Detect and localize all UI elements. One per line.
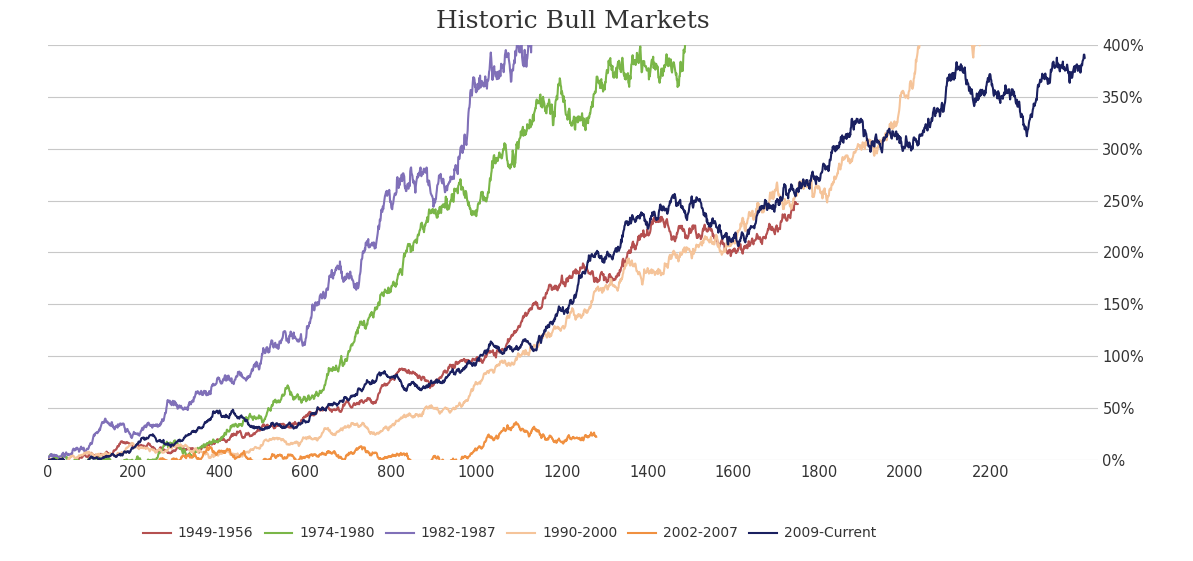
1982-1987: [41, 457, 55, 463]
1990-2000: [311, 435, 326, 442]
Legend: 1949-1956, 1974-1980, 1982-1987, 1990-2000, 2002-2007, 2009-Current: 1949-1956, 1974-1980, 1982-1987, 1990-20…: [137, 521, 882, 546]
1974-1980: [679, 35, 693, 42]
1982-1987: [234, 371, 248, 378]
2009-Current: [311, 406, 326, 412]
1949-1956: [791, 201, 805, 208]
2009-Current: [1077, 51, 1092, 58]
Line: 2009-Current: 2009-Current: [48, 54, 1084, 465]
Title: Historic Bull Markets: Historic Bull Markets: [435, 10, 710, 33]
1949-1956: [787, 199, 802, 205]
2009-Current: [284, 422, 298, 429]
2002-2007: [509, 419, 524, 425]
2009-Current: [482, 341, 496, 348]
1974-1980: [111, 462, 125, 469]
1974-1980: [668, 70, 682, 76]
1949-1956: [390, 370, 404, 376]
2009-Current: [67, 462, 81, 468]
2002-2007: [205, 445, 220, 452]
1990-2000: [237, 450, 252, 457]
2002-2007: [115, 473, 129, 480]
2002-2007: [245, 457, 259, 463]
2002-2007: [589, 434, 604, 440]
1949-1956: [233, 428, 247, 435]
Line: 1990-2000: 1990-2000: [48, 0, 1084, 463]
1982-1987: [478, 83, 493, 90]
1982-1987: [302, 321, 316, 328]
Line: 1982-1987: 1982-1987: [48, 0, 596, 460]
1990-2000: [41, 457, 55, 463]
1949-1956: [345, 404, 359, 411]
1949-1956: [769, 222, 784, 229]
1974-1980: [472, 200, 487, 207]
Line: 2002-2007: 2002-2007: [48, 422, 596, 476]
2009-Current: [1077, 54, 1092, 61]
1974-1980: [41, 457, 55, 463]
1974-1980: [307, 396, 321, 402]
2009-Current: [237, 416, 252, 423]
1990-2000: [482, 367, 496, 374]
2009-Current: [81, 457, 95, 463]
1990-2000: [214, 450, 228, 457]
1990-2000: [284, 439, 298, 446]
1974-1980: [387, 278, 401, 285]
2009-Current: [41, 457, 55, 463]
2002-2007: [41, 457, 55, 463]
1949-1956: [41, 457, 55, 463]
1949-1956: [62, 462, 76, 468]
1982-1987: [205, 383, 220, 389]
1982-1987: [41, 457, 55, 463]
1949-1956: [167, 447, 181, 454]
2002-2007: [181, 452, 196, 458]
1982-1987: [245, 367, 259, 374]
2002-2007: [478, 438, 493, 444]
1990-2000: [81, 450, 95, 457]
2002-2007: [234, 450, 248, 457]
Line: 1974-1980: 1974-1980: [48, 0, 734, 466]
1982-1987: [181, 403, 196, 410]
2009-Current: [214, 410, 228, 416]
Line: 1949-1956: 1949-1956: [48, 202, 798, 465]
2002-2007: [302, 454, 316, 461]
1949-1956: [47, 457, 61, 463]
1990-2000: [47, 459, 61, 466]
